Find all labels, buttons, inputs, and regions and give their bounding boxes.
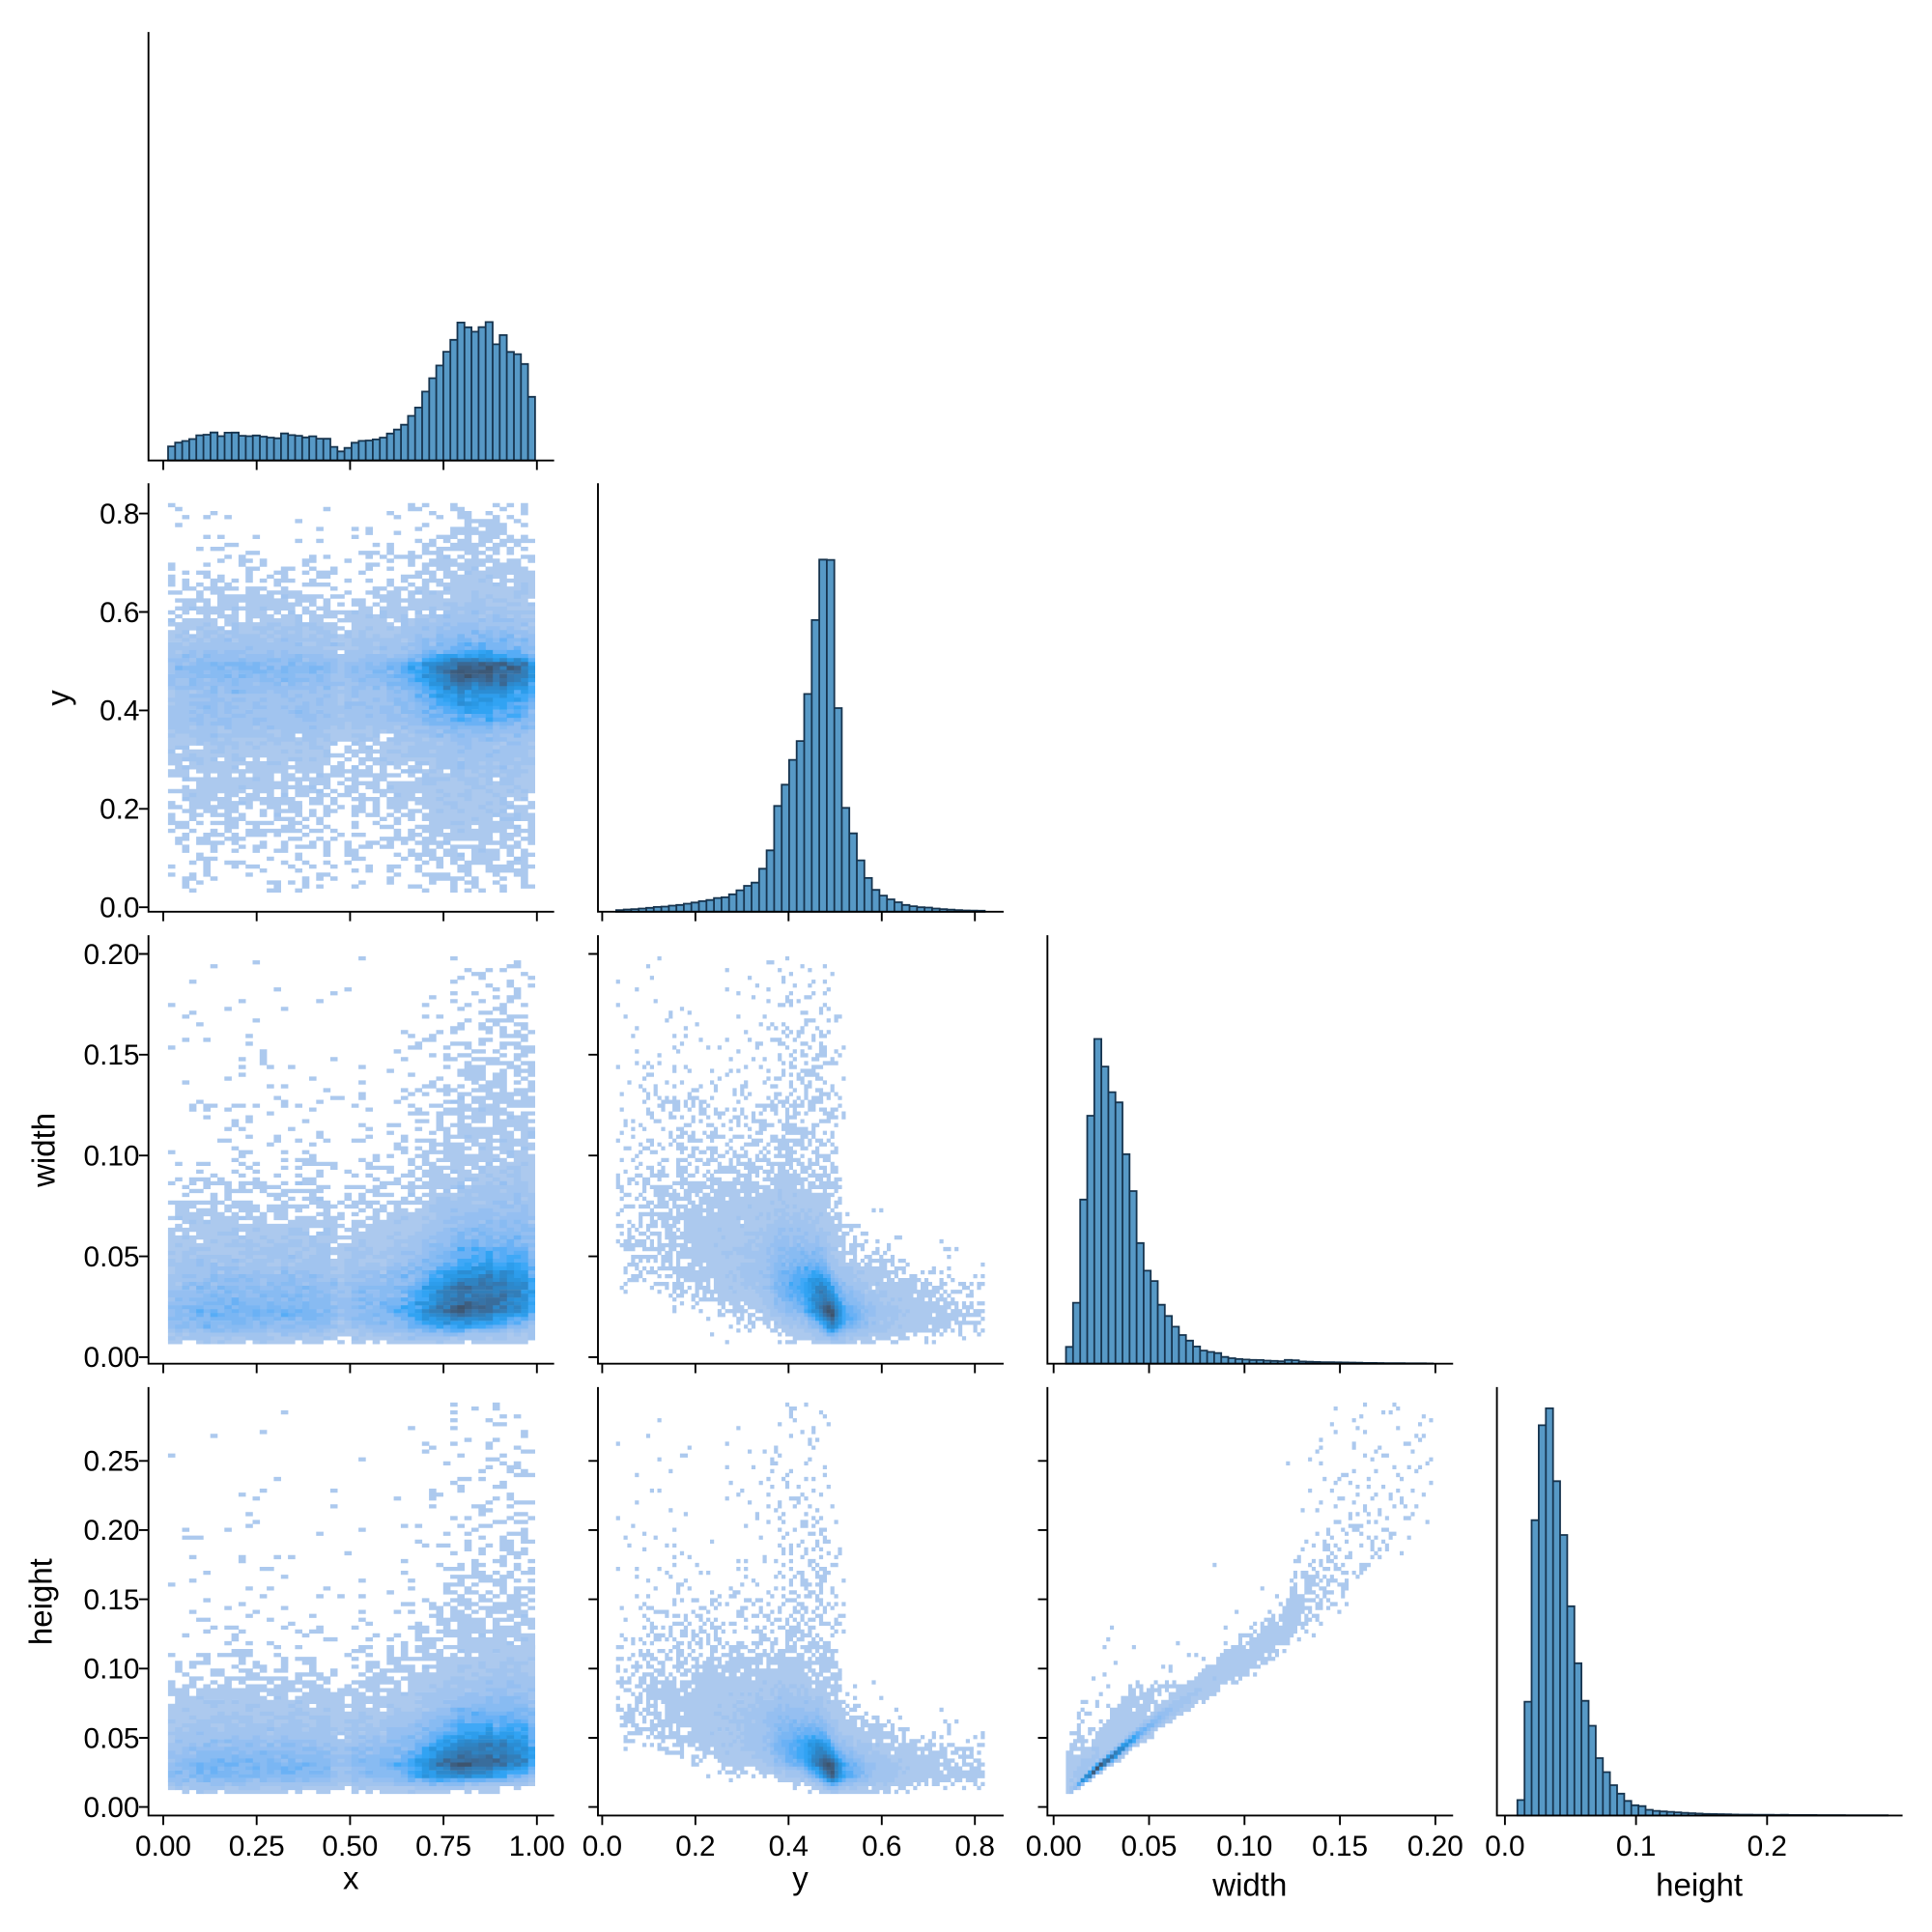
- svg-text:0.8: 0.8: [99, 498, 139, 530]
- svg-text:0.25: 0.25: [84, 1446, 140, 1478]
- svg-text:0.1: 0.1: [1616, 1831, 1656, 1862]
- svg-text:0.15: 0.15: [84, 1039, 140, 1071]
- svg-text:height: height: [1656, 1866, 1743, 1902]
- svg-text:y: y: [792, 1861, 809, 1896]
- svg-text:0.20: 0.20: [84, 939, 140, 971]
- svg-text:x: x: [343, 1861, 359, 1896]
- svg-text:0.6: 0.6: [862, 1831, 901, 1862]
- svg-text:0.15: 0.15: [1312, 1831, 1368, 1862]
- svg-text:0.10: 0.10: [84, 1654, 140, 1686]
- svg-text:0.2: 0.2: [675, 1831, 715, 1862]
- svg-text:0.00: 0.00: [1026, 1831, 1082, 1862]
- svg-text:0.25: 0.25: [229, 1831, 285, 1862]
- svg-text:0.00: 0.00: [84, 1792, 140, 1824]
- svg-text:0.0: 0.0: [582, 1831, 622, 1862]
- svg-text:0.8: 0.8: [954, 1831, 994, 1862]
- svg-text:0.4: 0.4: [769, 1831, 809, 1862]
- svg-text:y: y: [40, 690, 75, 706]
- svg-text:0.05: 0.05: [84, 1722, 140, 1754]
- svg-text:0.05: 0.05: [1122, 1831, 1178, 1862]
- svg-text:0.50: 0.50: [322, 1831, 378, 1862]
- svg-text:width: width: [25, 1113, 61, 1188]
- svg-text:height: height: [22, 1558, 58, 1645]
- svg-text:0.0: 0.0: [99, 893, 139, 924]
- svg-text:0.10: 0.10: [1216, 1831, 1272, 1862]
- svg-text:0.75: 0.75: [415, 1831, 471, 1862]
- svg-text:0.05: 0.05: [84, 1241, 140, 1273]
- svg-text:1.00: 1.00: [509, 1831, 565, 1862]
- svg-text:0.4: 0.4: [99, 696, 139, 727]
- svg-text:0.15: 0.15: [84, 1584, 140, 1616]
- svg-text:0.20: 0.20: [84, 1515, 140, 1547]
- svg-text:width: width: [1211, 1866, 1287, 1902]
- svg-text:0.6: 0.6: [99, 597, 139, 629]
- svg-text:0.2: 0.2: [99, 794, 139, 826]
- svg-text:0.00: 0.00: [84, 1342, 140, 1374]
- svg-text:0.10: 0.10: [84, 1141, 140, 1173]
- svg-text:0.00: 0.00: [135, 1831, 191, 1862]
- svg-text:0.2: 0.2: [1747, 1831, 1787, 1862]
- svg-text:0.20: 0.20: [1407, 1831, 1463, 1862]
- svg-text:0.0: 0.0: [1485, 1831, 1524, 1862]
